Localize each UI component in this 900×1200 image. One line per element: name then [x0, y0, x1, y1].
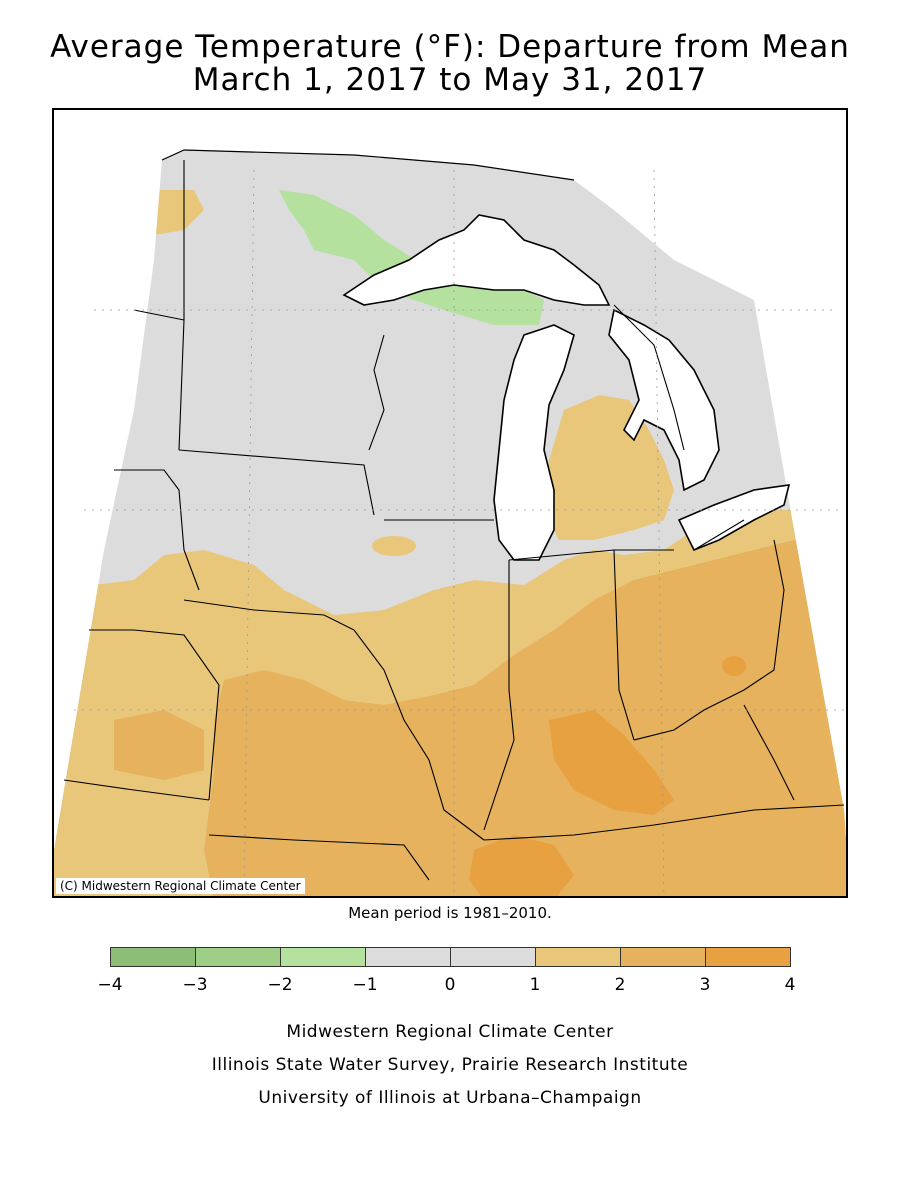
legend-tick-label: 4 [784, 975, 796, 995]
lake-huron [608, 308, 720, 492]
legend-bin [535, 947, 621, 967]
zone-plus-2-to-3 [204, 540, 846, 896]
legend-tick-label: 3 [699, 975, 711, 995]
graticule-lines [74, 169, 844, 896]
legend-bin [450, 947, 536, 967]
legend-bin [195, 947, 281, 967]
credit-survey: Illinois State Water Survey, Prairie Res… [211, 1055, 689, 1075]
map-title: Average Temperature (°F): Departure from… [50, 29, 850, 65]
zone-plus-3-to-4-kentucky [549, 710, 674, 815]
legend-bin [110, 947, 196, 967]
legend-bin [705, 947, 791, 967]
zone-plus-3-to-4-tennessee [469, 835, 574, 896]
domain-outline [161, 149, 575, 181]
zone-plus-3-to-4-ohio-spot [722, 656, 746, 676]
legend-tick-label: 0 [444, 975, 456, 995]
zone-plus-1-to-2-iowa-patch [372, 536, 416, 556]
temperature-departure-map [54, 149, 846, 896]
state-boundaries [63, 160, 845, 881]
legend-tick-label: −1 [352, 975, 378, 995]
zone-plus-1-to-2-michigan [544, 395, 674, 540]
zone-plus-1-to-2-northwest [154, 190, 204, 235]
legend-tick-label: −4 [97, 975, 123, 995]
mean-period-note: Mean period is 1981–2010. [348, 904, 552, 922]
map-subtitle-date-range: March 1, 2017 to May 31, 2017 [192, 62, 708, 98]
legend-bin [280, 947, 366, 967]
copyright-label: (C) Midwestern Regional Climate Center [56, 878, 305, 894]
credit-center: Midwestern Regional Climate Center [286, 1022, 614, 1042]
color-legend [110, 947, 791, 969]
legend-tick-label: 2 [614, 975, 626, 995]
legend-bin [365, 947, 451, 967]
lake-michigan [493, 324, 575, 561]
legend-bin [620, 947, 706, 967]
map-frame: (C) Midwestern Regional Climate Center [52, 108, 848, 898]
legend-tick-label: 1 [529, 975, 541, 995]
lake-erie [677, 484, 791, 552]
zone-plus-2-to-3-west [114, 710, 204, 780]
legend-tick-label: −3 [182, 975, 208, 995]
legend-tick-label: −2 [267, 975, 293, 995]
lake-superior [342, 214, 611, 306]
credit-university: University of Illinois at Urbana–Champai… [258, 1088, 642, 1108]
